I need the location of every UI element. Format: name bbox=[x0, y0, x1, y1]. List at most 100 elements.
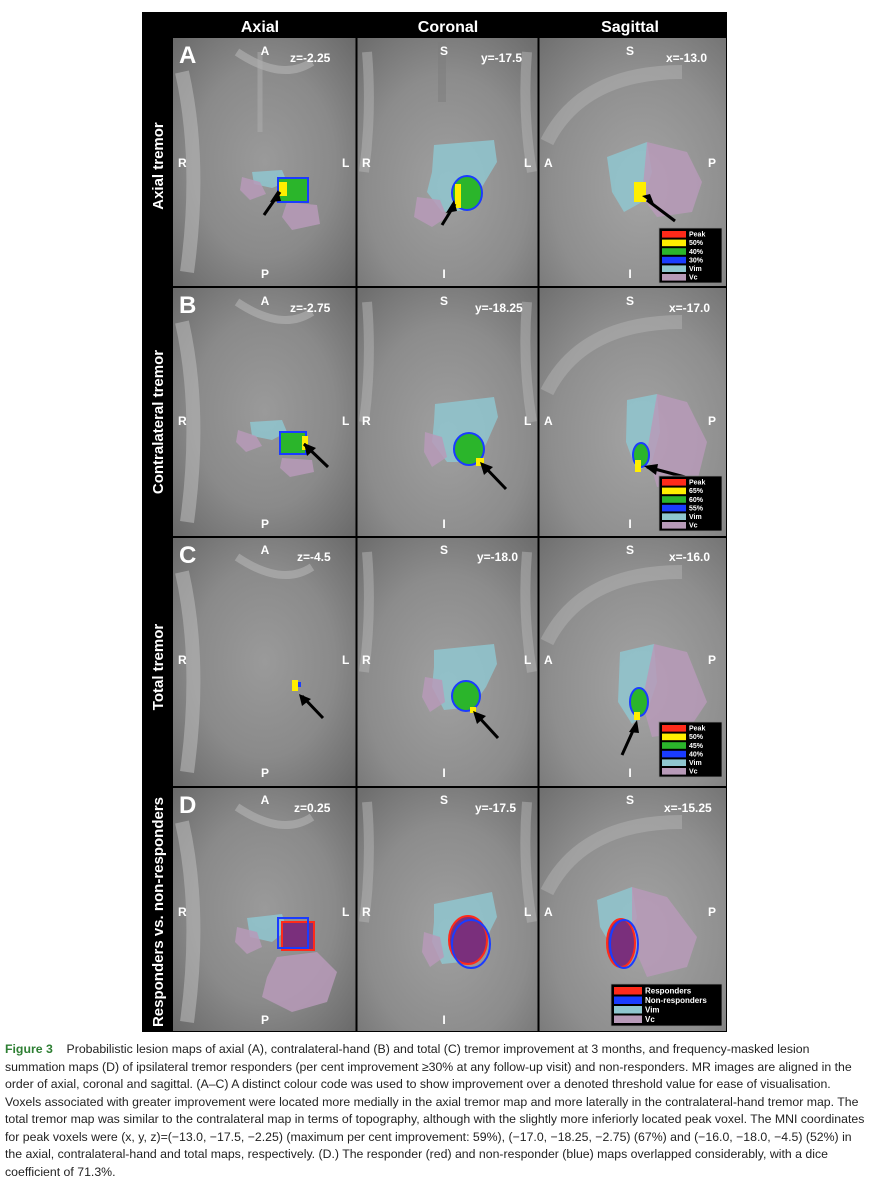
orient-a-sagittal-left: A bbox=[544, 156, 553, 170]
coord-c-coronal: y=-18.0 bbox=[477, 550, 518, 564]
orient-d-axial-top: A bbox=[261, 793, 270, 807]
orient-d-axial-right: L bbox=[342, 905, 349, 919]
legend-label: Vim bbox=[645, 1006, 660, 1015]
figure-caption: Figure 3 Probabilistic lesion maps of ax… bbox=[5, 1041, 867, 1181]
grid-lines bbox=[172, 38, 727, 1032]
orient-d-axial-bottom: P bbox=[261, 1013, 269, 1027]
orient-c-axial-left: R bbox=[178, 653, 187, 667]
legend-label: 55% bbox=[689, 505, 704, 512]
orient-c-sagittal-left: A bbox=[544, 653, 553, 667]
column-header-sagittal: Sagittal bbox=[601, 19, 659, 36]
legend-swatch bbox=[614, 996, 642, 1004]
legend-label: 30% bbox=[689, 257, 704, 264]
legend-label: Vim bbox=[689, 760, 702, 767]
panel-letter-d: D bbox=[179, 792, 196, 819]
orient-b-coronal-top: S bbox=[440, 294, 448, 308]
coord-a-coronal: y=-17.5 bbox=[481, 51, 522, 65]
row-title-a: Axial tremor bbox=[150, 122, 167, 210]
tile-a-coronal: y=-17.5 S I R L bbox=[357, 38, 538, 286]
orient-a-axial-right: L bbox=[342, 156, 349, 170]
coord-a-sagittal: x=-13.0 bbox=[666, 51, 707, 65]
legend-swatch bbox=[662, 504, 686, 512]
tile-c-axial: C z=-4.5 A P R L bbox=[173, 538, 356, 786]
orient-d-coronal-top: S bbox=[440, 793, 448, 807]
column-header-axial: Axial bbox=[241, 19, 279, 36]
orient-d-coronal-bottom: I bbox=[442, 1013, 445, 1027]
orient-c-sagittal-top: S bbox=[626, 543, 634, 557]
orient-c-coronal-right: L bbox=[524, 653, 531, 667]
orient-c-coronal-left: R bbox=[362, 653, 371, 667]
orient-d-axial-left: R bbox=[178, 905, 187, 919]
orient-a-axial-bottom: P bbox=[261, 267, 269, 281]
coord-b-sagittal: x=-17.0 bbox=[669, 301, 710, 315]
panel-letter-b: B bbox=[179, 292, 196, 319]
legend-label: 50% bbox=[689, 240, 704, 247]
orient-b-sagittal-right: P bbox=[708, 414, 716, 428]
legend-label: Non-responders bbox=[645, 996, 707, 1005]
legend-label: 40% bbox=[689, 751, 704, 758]
orient-c-coronal-top: S bbox=[440, 543, 448, 557]
coord-c-axial: z=-4.5 bbox=[297, 550, 331, 564]
orient-b-axial-top: A bbox=[261, 294, 270, 308]
legend-swatch bbox=[662, 265, 686, 272]
legend-swatch bbox=[662, 487, 686, 495]
tile-d-sagittal: x=-15.25 S I A P RespondersNon-responder… bbox=[539, 788, 726, 1031]
legend-label: 45% bbox=[689, 743, 704, 750]
legend-swatch bbox=[662, 750, 686, 758]
legend-swatch bbox=[662, 248, 686, 255]
legend-swatch bbox=[662, 522, 686, 529]
row-d: Responders vs. non-responders D z=0.25 A… bbox=[150, 788, 726, 1031]
legend-label: Peak bbox=[689, 232, 705, 239]
orient-b-coronal-right: L bbox=[524, 414, 531, 428]
legend-label: Peak bbox=[689, 726, 705, 733]
coord-d-sagittal: x=-15.25 bbox=[664, 801, 712, 815]
legend-label: Vc bbox=[689, 523, 698, 530]
orient-a-coronal-bottom: I bbox=[442, 267, 445, 281]
legend-swatch bbox=[662, 479, 686, 486]
coord-c-sagittal: x=-16.0 bbox=[669, 550, 710, 564]
orient-c-axial-bottom: P bbox=[261, 766, 269, 780]
orient-b-axial-left: R bbox=[178, 414, 187, 428]
coord-d-axial: z=0.25 bbox=[294, 801, 331, 815]
orient-c-axial-top: A bbox=[261, 543, 270, 557]
orient-d-sagittal-top: S bbox=[626, 793, 634, 807]
orient-a-coronal-left: R bbox=[362, 156, 371, 170]
orient-a-coronal-right: L bbox=[524, 156, 531, 170]
legend-label: 40% bbox=[689, 249, 704, 256]
row-c: Total tremor C z=-4.5 A P R L bbox=[150, 538, 726, 786]
orient-a-sagittal-right: P bbox=[708, 156, 716, 170]
orient-b-coronal-left: R bbox=[362, 414, 371, 428]
orient-a-axial-top: A bbox=[261, 44, 270, 58]
orient-d-sagittal-right: P bbox=[708, 905, 716, 919]
panel-letter-c: C bbox=[179, 542, 196, 569]
legend-label: Vc bbox=[689, 769, 698, 776]
orient-a-coronal-top: S bbox=[440, 44, 448, 58]
row-title-d: Responders vs. non-responders bbox=[150, 797, 167, 1027]
orient-d-sagittal-left: A bbox=[544, 905, 553, 919]
orient-b-sagittal-left: A bbox=[544, 414, 553, 428]
legend-swatch bbox=[662, 274, 686, 281]
orient-c-axial-right: L bbox=[342, 653, 349, 667]
legend-swatch bbox=[662, 231, 686, 238]
legend-swatch bbox=[662, 742, 686, 749]
coord-b-axial: z=-2.75 bbox=[290, 301, 331, 315]
row-b: Contralateral tremor B z=-2.75 A P R L bbox=[150, 288, 726, 536]
orient-d-coronal-right: L bbox=[524, 905, 531, 919]
orient-a-axial-left: R bbox=[178, 156, 187, 170]
legend-label: Vim bbox=[689, 514, 702, 521]
legend-swatch bbox=[662, 733, 686, 741]
figure-label: Figure 3 bbox=[5, 1042, 53, 1056]
legend-label: 60% bbox=[689, 497, 704, 504]
orient-b-axial-bottom: P bbox=[261, 517, 269, 531]
tile-c-coronal: y=-18.0 S I R L bbox=[357, 538, 538, 786]
legend-label: Vc bbox=[689, 275, 698, 282]
legend-swatch bbox=[614, 1015, 642, 1023]
legend-swatch bbox=[662, 768, 686, 775]
orient-c-sagittal-bottom: I bbox=[628, 766, 631, 780]
